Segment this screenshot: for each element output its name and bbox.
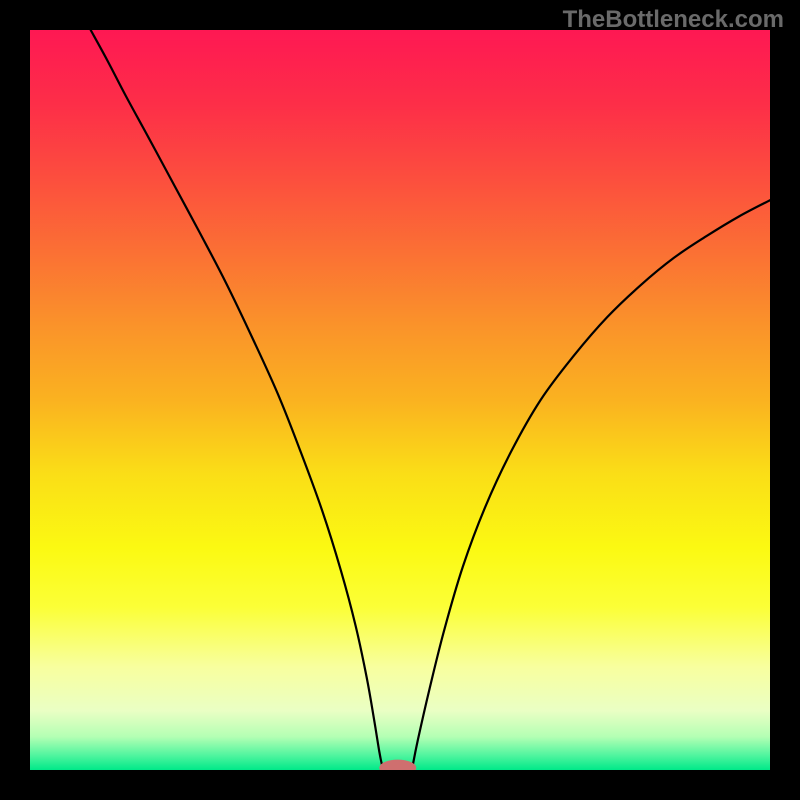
plot-svg bbox=[30, 30, 770, 770]
plot-background bbox=[30, 30, 770, 770]
watermark-text: TheBottleneck.com bbox=[563, 6, 784, 34]
plot-area bbox=[30, 30, 770, 770]
